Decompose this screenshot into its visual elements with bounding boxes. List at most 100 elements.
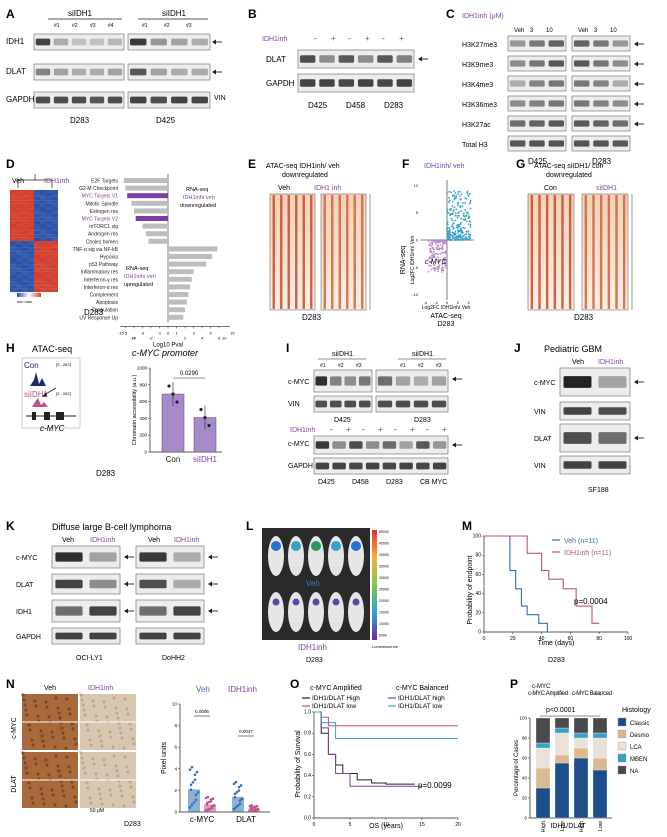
treat-sign: + [346,425,351,434]
scatter-point [459,190,462,193]
panel-e-peak-column [295,195,298,309]
heat-cell [10,234,16,238]
km-line [314,711,415,785]
blot-a2-band [171,68,188,76]
heat-cell [46,244,52,248]
pathway-bar [168,307,185,313]
x-tick-label: 4 [467,300,470,305]
heat-cell [34,200,40,204]
panel-h-barchart: 0 200 400 600 800 1000 Con siIDH1 0.0290 Chromati… [132,366,222,464]
data-dot [208,807,212,811]
heat-cell [22,207,28,211]
legend-inh: IDH1inh [228,685,257,694]
ihc-texture [92,704,96,708]
scatter-point [457,202,460,205]
heat-cell [52,203,58,208]
heat-cell [52,190,58,194]
ihc-texture [115,711,119,715]
legend-swatch [617,741,627,751]
scatter-point [432,247,434,249]
heat-cell [34,196,40,201]
ihc-texture [24,766,28,770]
ihc-texture [36,714,40,718]
blot-i-vin2-band [395,400,411,408]
y-tick-label: 6 [174,745,177,750]
scatter-point [452,228,455,230]
blot-c-right-band [612,80,629,87]
tick-label: -3 [141,330,145,335]
panel-o-bal: c-MYC Balanced [396,685,449,692]
cell-label: D458 [352,479,369,486]
data-dot [234,805,238,809]
scatter-point [449,214,452,217]
heat-cell [34,227,40,231]
panel-f-ylabel2: Log2FC IDH1inh/ Veh [410,235,416,284]
blot-b-dlat-band [357,55,374,63]
panel-k-cell1: OCI-LY1 [76,655,103,662]
y-tick-label: 10 [172,702,178,707]
heat-cell [16,247,22,252]
heat-cell [22,268,28,272]
scatter-point [455,236,458,238]
data-dot [193,773,197,777]
ihc-texture [67,765,71,769]
ihc-texture [65,755,69,759]
pathway-label: mTORC1 sig [89,224,118,230]
panel-n-cell: D283 [124,821,141,828]
heat-cell [34,193,40,197]
ihc-texture [50,730,54,734]
blot-row-label: DLAT [534,436,552,443]
blot-a2-frame [127,33,211,51]
scatter-point [451,200,454,203]
heat-cell [28,230,34,235]
blot-c-left-band [529,100,545,107]
data-dot [248,810,252,813]
blot-row-label: c-MYC [288,379,309,386]
x-tick-label: -4 [424,300,428,305]
lane-label: #1 [54,23,60,29]
blot-b-gapdh-band [396,79,413,87]
ihc-texture [120,736,124,740]
pathway-label: E2F Targets [91,179,118,185]
legend-veh: Veh [196,685,210,694]
heat-cell [34,224,40,228]
ihc-texture [132,800,136,804]
scatter-point [455,197,458,200]
ihc-texture [33,757,37,761]
ihc-texture [81,761,85,765]
scatter-point [452,210,455,213]
cell-label: CB MYC [420,479,447,486]
panel-j-blot-rows: c-MYC VIN DLAT VIN [534,367,644,475]
scatter-point [431,254,433,257]
heat-cell [52,271,58,276]
blot-i-myc2-band [431,376,447,386]
blot-i-gapdh-band [382,462,397,470]
scatter-point [462,226,464,229]
panel-g-peak-column [607,195,611,309]
panel-l-lum: Luminescence [372,644,399,649]
heat-cell [16,190,22,194]
blot-k1-frame [51,599,121,623]
blot-j-band [563,432,592,444]
panel-n-veh: Veh [44,685,56,692]
scatter-point [430,264,432,267]
blot-i-vin1-band [358,400,371,408]
ihc-texture [126,712,130,716]
km-line [314,711,422,787]
scatter-point [463,239,466,241]
heat-cell [40,200,46,204]
panel-p-bal: c-MYC Balanced [572,691,612,697]
scatter-point [450,207,453,210]
blot-a1-band [89,68,105,76]
blot-row-label: IDH1 [6,37,25,46]
ihc-texture [34,762,38,766]
blot-c-right-band [593,100,609,107]
ihc-texture [86,786,90,790]
panel-c-row2-arrow-head [634,81,638,87]
bioluminescence-signal [291,541,301,551]
cell-label: D283 [384,101,404,110]
scatter-point [449,239,452,241]
scatter-point [437,261,439,263]
heat-cell [28,190,34,194]
heat-cell [52,251,58,255]
